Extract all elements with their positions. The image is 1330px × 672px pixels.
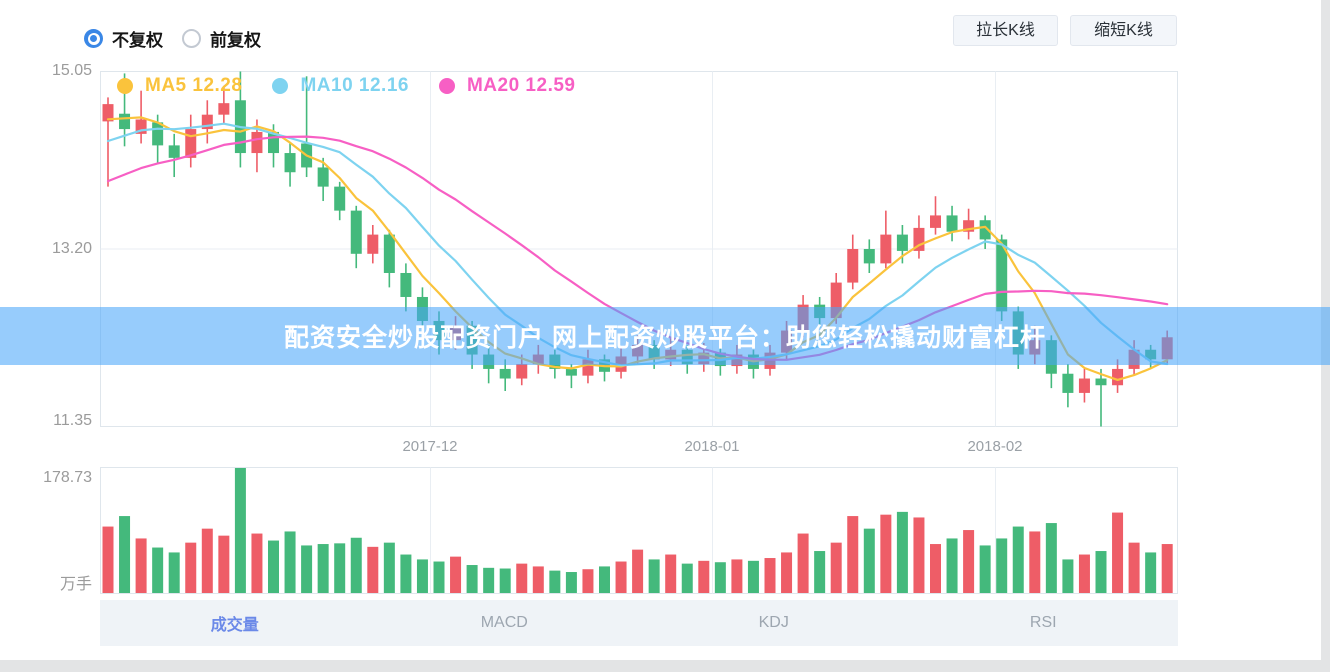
legend-item-ma5: MA5 12.28: [117, 75, 242, 97]
bottom-strip: [0, 660, 1330, 672]
tab-kdj[interactable]: KDJ: [758, 614, 789, 631]
ma20-dot-icon: [438, 78, 455, 94]
ma5-dot-icon: [117, 78, 133, 94]
date-label-2018-01: 2018-01: [684, 438, 740, 455]
shrink-kline-button[interactable]: 缩短K线: [1070, 15, 1177, 46]
price-axis-label-max: 15.05: [51, 62, 92, 79]
price-axis-label-min: 11.35: [53, 412, 92, 429]
tab-macd[interactable]: MACD: [480, 614, 528, 631]
legend-item-ma10: MA10 12.16: [272, 75, 409, 97]
ma10-legend-label: MA10 12.16: [300, 75, 409, 96]
ma20-legend-label: MA20 12.59: [466, 75, 576, 96]
radio-pre-adjust-label[interactable]: 前复权: [210, 31, 261, 50]
ma5-legend-label: MA5 12.28: [145, 75, 243, 96]
promo-banner[interactable]: 配资安全炒股配资门户 网上配资炒股平台：助您轻松撬动财富杠杆: [0, 307, 1330, 365]
legend-item-ma20: MA20 12.59: [438, 75, 576, 97]
tab-rsi[interactable]: RSI: [1029, 614, 1057, 631]
date-label-2018-02: 2018-02: [967, 438, 1023, 455]
ma-legend: MA5 12.28 MA10 12.16 MA20 12.59: [117, 75, 575, 97]
price-axis-label-mid: 13.20: [51, 240, 92, 257]
date-label-2017-12: 2017-12: [402, 438, 458, 455]
adjustment-radio-group: 不复权 前复权: [84, 26, 271, 51]
radio-unselected-icon[interactable]: [182, 29, 201, 48]
radio-no-adjust-label[interactable]: 不复权: [112, 31, 163, 50]
stretch-kline-button[interactable]: 拉长K线: [953, 15, 1058, 46]
radio-selected-icon[interactable]: [84, 29, 103, 48]
ma10-dot-icon: [272, 78, 289, 94]
indicator-tabbar: 成交量 MACD KDJ RSI: [100, 600, 1178, 646]
volume-axis-label-max: 178.73: [43, 469, 92, 486]
volume-axis-unit-label: 万手: [59, 576, 92, 593]
promo-banner-text: 配资安全炒股配资门户 网上配资炒股平台：助您轻松撬动财富杠杆: [284, 324, 1046, 352]
tab-volume[interactable]: 成交量: [210, 617, 259, 634]
